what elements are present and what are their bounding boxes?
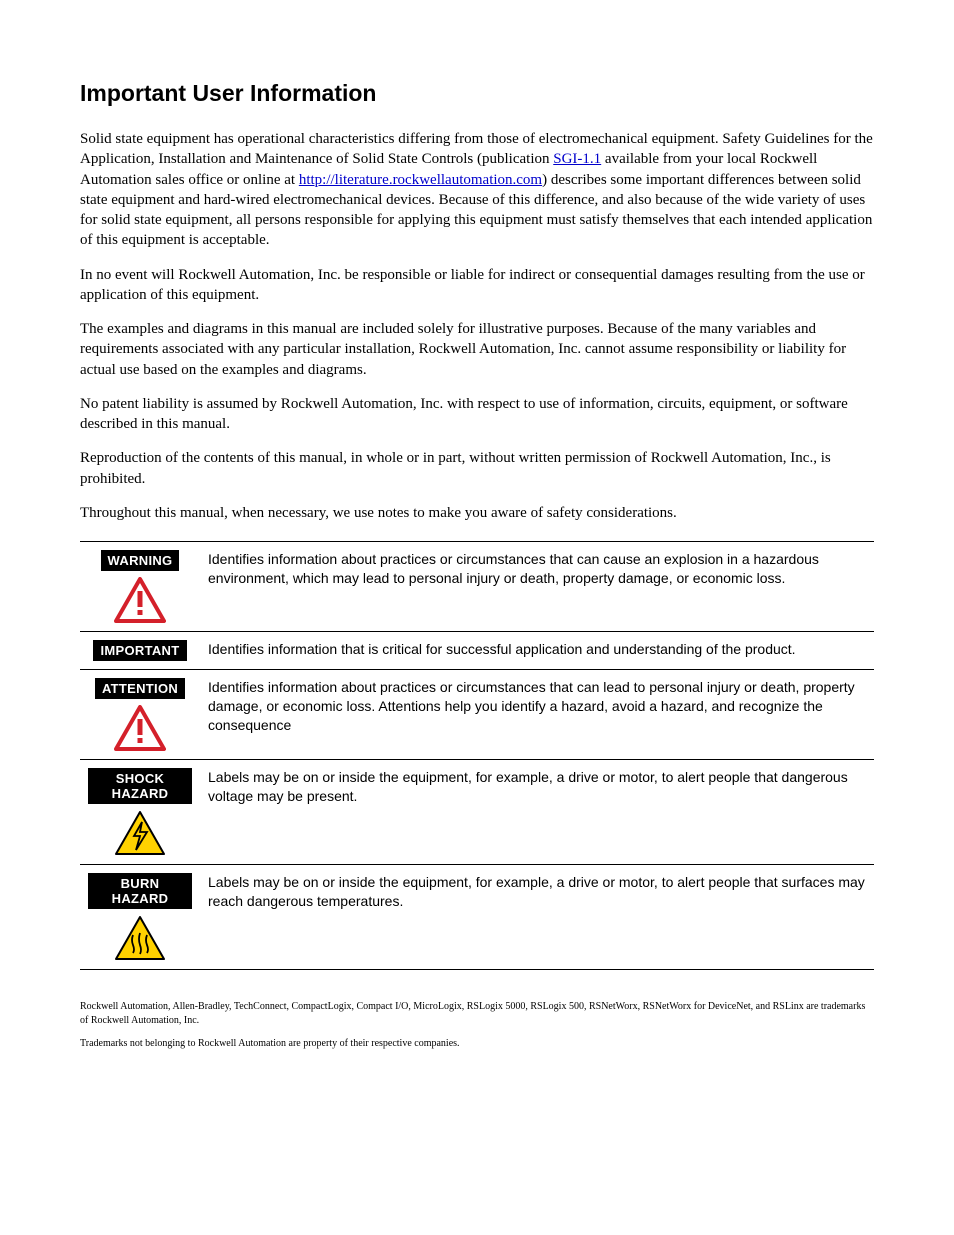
- warning-triangle-icon: [114, 705, 166, 751]
- link-literature[interactable]: http://literature.rockwellautomation.com: [299, 172, 542, 188]
- burn-hazard-icon: [114, 915, 166, 961]
- warning-triangle-icon: [114, 577, 166, 623]
- safety-label-cell: SHOCK HAZARD: [80, 760, 200, 865]
- safety-label-cell: BURN HAZARD: [80, 865, 200, 970]
- safety-icon-wrap: [88, 810, 192, 856]
- safety-label-cell: IMPORTANT: [80, 632, 200, 670]
- safety-description: Identifies information about practices o…: [200, 542, 874, 632]
- paragraph-4: No patent liability is assumed by Rockwe…: [80, 394, 874, 435]
- safety-row: WARNING Identifies information about pra…: [80, 542, 874, 632]
- safety-label-box: ATTENTION: [95, 678, 185, 699]
- shock-hazard-icon: [114, 810, 166, 856]
- safety-row: BURN HAZARD Labels may be on or inside t…: [80, 865, 874, 970]
- footnote-other-trademarks: Trademarks not belonging to Rockwell Aut…: [80, 1037, 874, 1051]
- paragraph-1: Solid state equipment has operational ch…: [80, 129, 874, 251]
- safety-label-box: BURN HAZARD: [88, 873, 192, 909]
- safety-label-cell: ATTENTION: [80, 670, 200, 760]
- safety-description: Identifies information that is critical …: [200, 632, 874, 670]
- safety-label-box: WARNING: [101, 550, 180, 571]
- safety-icon-wrap: [88, 915, 192, 961]
- page-title: Important User Information: [80, 80, 874, 107]
- safety-label-box: SHOCK HAZARD: [88, 768, 192, 804]
- safety-description: Labels may be on or inside the equipment…: [200, 865, 874, 970]
- safety-row: SHOCK HAZARD Labels may be on or inside …: [80, 760, 874, 865]
- safety-description: Identifies information about practices o…: [200, 670, 874, 760]
- safety-row: IMPORTANT Identifies information that is …: [80, 632, 874, 670]
- paragraph-5: Reproduction of the contents of this man…: [80, 448, 874, 489]
- safety-icon-wrap: [88, 705, 192, 751]
- paragraph-3: The examples and diagrams in this manual…: [80, 319, 874, 380]
- link-sgi[interactable]: SGI-1.1: [553, 151, 601, 167]
- safety-row: ATTENTION Identifies information about p…: [80, 670, 874, 760]
- paragraph-6: Throughout this manual, when necessary, …: [80, 503, 874, 523]
- safety-table: WARNING Identifies information about pra…: [80, 541, 874, 970]
- safety-icon-wrap: [88, 577, 192, 623]
- safety-label-cell: WARNING: [80, 542, 200, 632]
- safety-description: Labels may be on or inside the equipment…: [200, 760, 874, 865]
- paragraph-2: In no event will Rockwell Automation, In…: [80, 265, 874, 306]
- safety-label-box: IMPORTANT: [93, 640, 186, 661]
- footnote-trademarks: Rockwell Automation, Allen-Bradley, Tech…: [80, 1000, 874, 1027]
